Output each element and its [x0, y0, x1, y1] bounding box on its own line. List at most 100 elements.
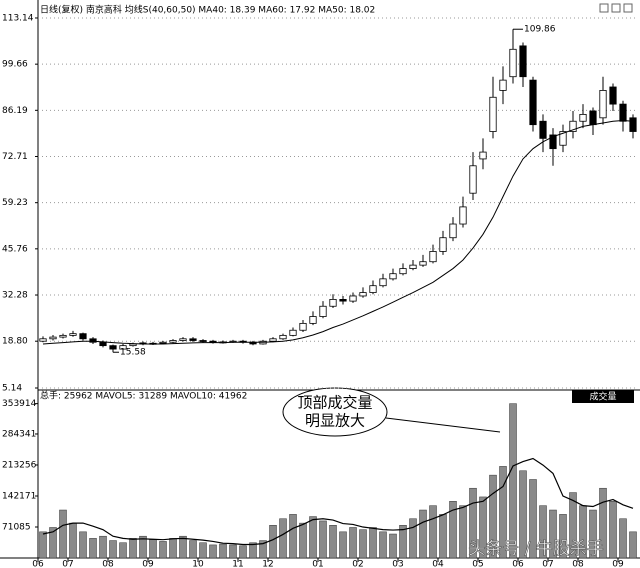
low-label: 15.58	[120, 348, 146, 358]
candle-body	[289, 329, 297, 336]
chart-title: 日线(复权) 南京高科 均线S(40,60,50) MA40: 18.39 MA…	[40, 4, 375, 16]
volume-bar	[329, 525, 337, 559]
candle-body	[499, 79, 507, 91]
volume-bar	[349, 527, 357, 559]
y-tick-label: 113.14	[2, 13, 34, 23]
x-tick-label: 11	[232, 560, 243, 568]
candle-body	[569, 120, 577, 132]
candle-body	[359, 292, 367, 297]
candle-body	[349, 295, 357, 302]
candle-body	[269, 338, 277, 342]
annotation: 顶部成交量	[297, 394, 372, 412]
volume-tab-label[interactable]: 成交量	[589, 391, 616, 403]
volume-bar	[169, 538, 177, 559]
y-tick-label: 72.71	[2, 152, 28, 162]
window-button[interactable]	[599, 3, 609, 13]
candle-body	[419, 261, 427, 266]
candle-body	[609, 86, 617, 105]
volume-bar	[79, 531, 87, 559]
x-tick-label: 02	[352, 560, 363, 568]
volume-bar	[299, 522, 307, 559]
candle-body	[519, 45, 527, 78]
candle-body	[339, 299, 347, 302]
x-tick-label: 01	[312, 560, 323, 568]
volume-bar	[609, 501, 617, 559]
volume-bar	[359, 529, 367, 559]
y-tick-label: 5.14	[2, 384, 22, 394]
volume-bar	[309, 516, 317, 559]
x-tick-label: 06	[512, 560, 524, 568]
volume-bar	[339, 531, 347, 559]
volume-bar	[159, 541, 167, 559]
volume-bar	[629, 531, 637, 559]
y-tick-label: 99.66	[2, 60, 28, 70]
volume-bar	[479, 496, 487, 559]
volume-bar	[509, 403, 517, 559]
volume-bar	[129, 538, 137, 559]
candle-body	[529, 79, 537, 126]
candle-body	[459, 206, 467, 225]
volume-bar	[289, 514, 297, 559]
candle-body	[39, 338, 47, 342]
candle-body	[549, 134, 557, 150]
candle-body	[169, 340, 177, 343]
watermark: 头条号 / 牛股杀手	[468, 539, 604, 559]
candle-body	[369, 285, 377, 293]
volume-bar	[469, 487, 477, 559]
volume-bar	[599, 487, 607, 559]
moving-average	[42, 120, 634, 345]
volume-bar	[109, 540, 117, 559]
candle-body	[309, 316, 317, 324]
volume-bar	[189, 540, 197, 559]
volume-bar	[269, 525, 277, 559]
callout-pointer	[385, 417, 501, 433]
volume-bar	[439, 514, 447, 559]
x-tick-label: 07	[62, 560, 73, 568]
volume-bar	[379, 531, 387, 559]
x-tick-label: 09	[142, 560, 154, 568]
volume-bar	[219, 543, 227, 559]
candle-body	[109, 345, 117, 350]
y-tick-label: 18.80	[2, 337, 28, 347]
window-button[interactable]	[623, 3, 633, 13]
candle-body	[409, 264, 417, 269]
x-tick-label: 04	[432, 560, 444, 568]
volume-bar	[529, 479, 537, 559]
candle-body	[559, 131, 567, 146]
window-button[interactable]	[611, 3, 621, 13]
candle-body	[279, 334, 287, 340]
volume-bar	[399, 525, 407, 559]
candle-body	[49, 336, 57, 340]
volume-tab[interactable]	[572, 390, 634, 403]
volume-bar	[209, 544, 217, 559]
candle-body	[619, 103, 627, 122]
volume-title: 总手: 25962 MAVOL5: 31289 MAVOL10: 41962	[40, 390, 247, 402]
x-tick-label: 10	[192, 560, 204, 568]
volume-bar	[279, 518, 287, 559]
volume-bar	[449, 501, 457, 559]
volume-bar	[149, 539, 157, 559]
y-tick-label: 284341	[2, 429, 36, 439]
y-tick-label: 32.28	[2, 291, 28, 301]
volume-bar	[319, 520, 327, 559]
candle-body	[89, 338, 97, 343]
volume-bar	[89, 538, 97, 559]
candle-body	[329, 299, 337, 307]
candle-body	[479, 151, 487, 160]
x-tick-label: 05	[472, 560, 483, 568]
volume-bar	[139, 535, 147, 559]
x-tick-label: 09	[612, 560, 624, 568]
volume-bar	[49, 527, 57, 559]
volume-bar	[259, 540, 267, 559]
y-tick-label: 353914	[2, 399, 37, 409]
y-tick-label: 142171	[2, 491, 36, 501]
volume-bar	[539, 505, 547, 559]
volume-bar	[409, 518, 417, 559]
y-tick-label: 86.19	[2, 106, 28, 116]
x-tick-label: 08	[102, 560, 114, 568]
x-tick-label: 06	[32, 560, 44, 568]
y-tick-label: 71085	[2, 522, 31, 532]
